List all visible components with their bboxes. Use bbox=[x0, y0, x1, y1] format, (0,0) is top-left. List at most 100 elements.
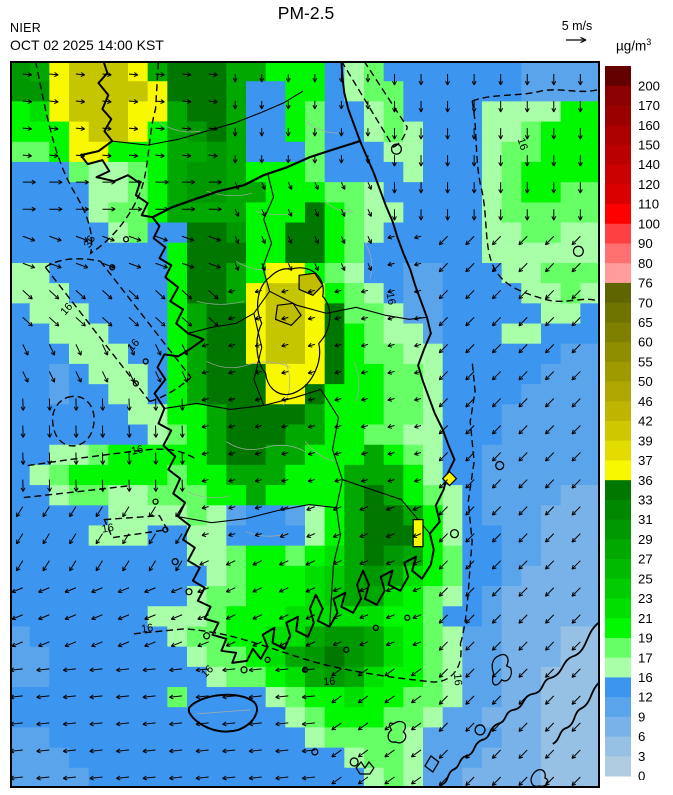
svg-text:16: 16 bbox=[451, 673, 464, 686]
colorbar-band bbox=[605, 223, 631, 244]
colorbar-tick-label: 160 bbox=[638, 118, 660, 133]
colorbar-band bbox=[605, 184, 631, 205]
colorbar-band bbox=[605, 85, 631, 106]
poi-busan-bar bbox=[412, 519, 424, 548]
colorbar-tick-label: 50 bbox=[638, 374, 653, 389]
colorbar-band bbox=[605, 499, 631, 521]
unit-label: µg/m3 bbox=[616, 37, 651, 54]
wind-arrows bbox=[10, 72, 583, 786]
colorbar-band bbox=[605, 736, 631, 757]
colorbar-band bbox=[605, 519, 631, 540]
unit-exponent: 3 bbox=[646, 37, 652, 47]
colorbar-band bbox=[605, 361, 631, 383]
colorbar-tick-label: 19 bbox=[638, 631, 653, 646]
colorbar-band bbox=[605, 66, 631, 87]
colorbar-tick-label: 150 bbox=[638, 137, 660, 152]
colorbar-tick-label: 23 bbox=[638, 591, 653, 606]
datetime-label: OCT 02 2025 14:00 KST bbox=[10, 37, 164, 53]
colorbar-tick-labels: 2001701601501401201101009080767065605550… bbox=[638, 78, 660, 780]
colorbar-tick-label: 76 bbox=[638, 276, 653, 291]
colorbar-band bbox=[605, 421, 631, 442]
colorbar-tick-label: 25 bbox=[638, 571, 653, 586]
poi-ulsan-diamond bbox=[441, 470, 458, 487]
svg-text:36: 36 bbox=[82, 234, 98, 251]
colorbar-band bbox=[605, 144, 631, 166]
colorbar-tick-label: 60 bbox=[638, 335, 653, 350]
contour-36-central bbox=[256, 267, 331, 396]
colorbar-band bbox=[605, 756, 631, 777]
colorbar-tick-label: 0 bbox=[638, 769, 645, 780]
colorbar-band bbox=[605, 243, 631, 264]
colorbar-band bbox=[605, 637, 631, 659]
colorbar-tick-label: 16 bbox=[638, 670, 653, 685]
dmz-border bbox=[152, 140, 361, 219]
plot-title: PM-2.5 bbox=[277, 3, 335, 23]
colorbar-band bbox=[605, 657, 631, 678]
colorbar-tick-label: 55 bbox=[638, 354, 653, 369]
colorbar-band bbox=[605, 559, 631, 580]
pm-concentration-grid bbox=[10, 61, 600, 788]
province-borders bbox=[112, 90, 431, 627]
unit-base: µg/m bbox=[616, 38, 647, 54]
colorbar-tick-label: 27 bbox=[638, 552, 653, 567]
contour-rings bbox=[390, 143, 584, 539]
colorbar-band bbox=[605, 697, 631, 718]
colorbar-tick-label: 70 bbox=[638, 295, 653, 310]
colorbar-band bbox=[605, 440, 631, 461]
colorbar: 200 170 160 150 140 120 110 100 90 80 76 70 65 60 55 50… bbox=[605, 64, 673, 780]
colorbar-band bbox=[605, 598, 631, 619]
wind-reference-arrow-icon bbox=[558, 34, 598, 46]
colorbar-tick-label: 29 bbox=[638, 532, 653, 547]
colorbar-tick-label: 170 bbox=[638, 98, 660, 113]
colorbar-tick-label: 12 bbox=[638, 690, 653, 705]
colorbar-tick-label: 110 bbox=[638, 197, 659, 212]
poi-markers bbox=[412, 470, 458, 548]
colorbar-tick-label: 46 bbox=[638, 394, 653, 409]
colorbar-band bbox=[605, 460, 631, 481]
svg-text:16: 16 bbox=[384, 292, 398, 306]
svg-text:16: 16 bbox=[323, 675, 336, 688]
colorbar-tick-label: 120 bbox=[638, 177, 660, 192]
colorbar-tick-label: 33 bbox=[638, 492, 653, 507]
colorbar-band bbox=[605, 204, 631, 225]
map-frame bbox=[10, 61, 600, 788]
svg-text:16: 16 bbox=[130, 443, 144, 457]
colorbar-tick-label: 31 bbox=[638, 512, 653, 527]
colorbar-tick-label: 9 bbox=[638, 709, 645, 724]
colorbar-band bbox=[605, 480, 631, 501]
colorbar-band bbox=[605, 105, 631, 126]
coastline-korea bbox=[79, 61, 456, 664]
colorbar-tick-label: 3 bbox=[638, 749, 645, 764]
colorbar-tick-label: 17 bbox=[638, 650, 653, 665]
svg-text:16: 16 bbox=[140, 622, 154, 636]
colorbar-bands bbox=[605, 66, 631, 777]
colorbar-band bbox=[605, 618, 631, 639]
colorbar-band bbox=[605, 263, 631, 284]
colorbar-band bbox=[605, 539, 631, 560]
county-borders bbox=[157, 120, 373, 715]
tsushima-island bbox=[491, 653, 512, 686]
wind-speed-label: 5 m/s bbox=[561, 19, 593, 33]
colorbar-tick-label: 39 bbox=[638, 433, 653, 448]
colorbar-band bbox=[605, 716, 631, 738]
colorbar-tick-label: 37 bbox=[638, 453, 653, 468]
colorbar-tick-label: 42 bbox=[638, 414, 653, 429]
colorbar-tick-label: 100 bbox=[638, 216, 660, 231]
colorbar-band bbox=[605, 578, 631, 599]
colorbar-band bbox=[605, 677, 631, 698]
colorbar-band bbox=[605, 381, 631, 402]
colorbar-band bbox=[605, 302, 631, 323]
colorbar-tick-label: 21 bbox=[638, 611, 653, 626]
colorbar-tick-label: 36 bbox=[638, 473, 653, 488]
colorbar-tick-label: 140 bbox=[638, 157, 660, 172]
colorbar-tick-label: 90 bbox=[638, 236, 653, 251]
svg-text:16: 16 bbox=[515, 136, 530, 151]
colorbar-band bbox=[605, 125, 631, 146]
colorbar-band bbox=[605, 322, 631, 343]
pm25-map: 36 16 16 16 16 16 16 16 16 16 16 bbox=[10, 61, 600, 788]
colorbar-band bbox=[605, 164, 631, 185]
colorbar-tick-label: 80 bbox=[638, 256, 653, 271]
colorbar-tick-label: 6 bbox=[638, 729, 645, 744]
